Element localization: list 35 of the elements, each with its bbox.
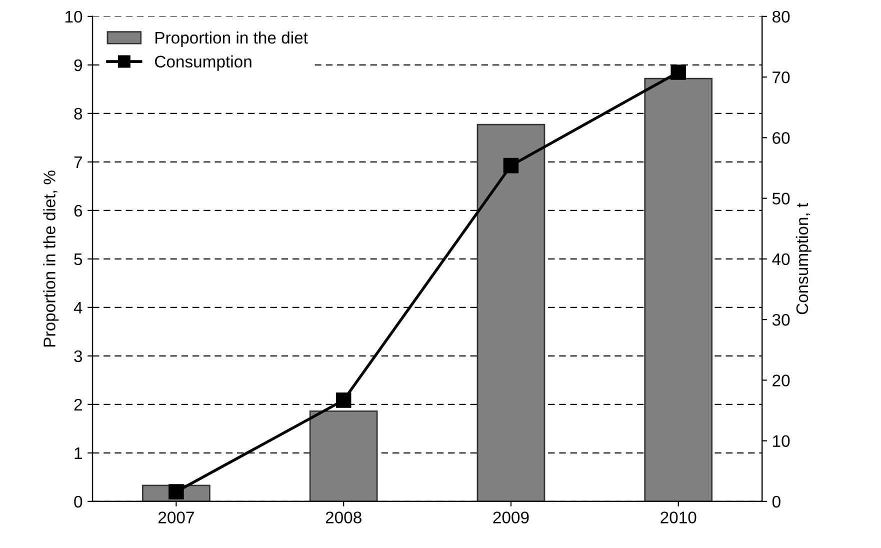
y2-tick-label: 70 — [772, 71, 790, 84]
y2-tick-label: 30 — [772, 314, 790, 326]
y2-tick-label: 80 — [772, 10, 790, 23]
y-tick-label: 1 — [74, 447, 82, 459]
x-tick-label: 2007 — [158, 512, 194, 524]
y-tick-label: 10 — [66, 10, 82, 23]
y2-tick-label: 10 — [773, 435, 790, 447]
bar — [309, 410, 378, 502]
y2-tick-label: 60 — [772, 132, 790, 144]
legend-label: Proportion in the diet — [156, 31, 308, 47]
x-tick-label: 2008 — [326, 512, 362, 524]
y-tick-label: 3 — [74, 350, 82, 362]
y2-axis-title: Consumption, t — [796, 203, 812, 314]
y-tick-label: 5 — [74, 254, 82, 266]
y-tick-label: 6 — [74, 204, 82, 217]
point — [336, 392, 352, 408]
y2-tick-label: 50 — [772, 192, 790, 205]
y-tick-label: 9 — [74, 59, 82, 72]
y-tick-label: 8 — [74, 108, 82, 120]
x-tick-label: 2010 — [660, 512, 696, 524]
y-axis-title: Proportion in the diet, % — [43, 170, 59, 346]
point — [503, 158, 519, 174]
bar — [644, 78, 713, 502]
y-tick-label: 2 — [74, 398, 82, 410]
y2-tick-label: 0 — [772, 496, 780, 508]
y-tick-label: 4 — [74, 302, 82, 314]
legend-label: Consumption — [155, 55, 252, 71]
bar — [476, 124, 546, 502]
y-tick-label: 0 — [74, 496, 82, 508]
y-tick-label: 7 — [74, 156, 82, 168]
x-tick-label: 2009 — [493, 512, 529, 524]
point — [670, 64, 686, 80]
y2-tick-label: 40 — [772, 253, 790, 266]
point — [168, 484, 184, 500]
y2-tick-label: 20 — [772, 374, 790, 386]
